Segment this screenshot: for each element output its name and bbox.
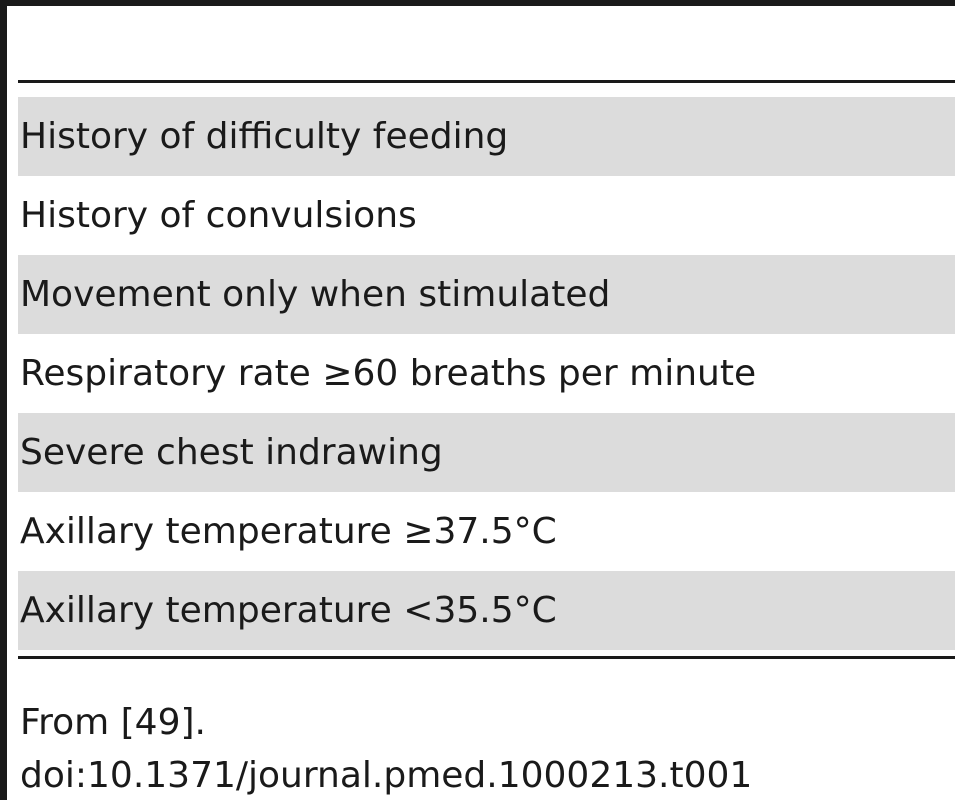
table-row: Movement only when stimulated [18, 255, 955, 334]
footnote-source: From [49]. [20, 702, 206, 743]
table-row: Severe chest indrawing [18, 413, 955, 492]
table-body: History of difficulty feeding History of… [18, 97, 955, 650]
table-row: Axillary temperature ≥37.5°C [18, 492, 955, 571]
table-row: History of difficulty feeding [18, 97, 955, 176]
table-row: History of convulsions [18, 176, 955, 255]
table-header-rule [18, 80, 955, 83]
footnote-doi: doi:10.1371/journal.pmed.1000213.t001 [20, 755, 753, 796]
table-row: Axillary temperature <35.5°C [18, 571, 955, 650]
table-row: Respiratory rate ≥60 breaths per minute [18, 334, 955, 413]
left-border [0, 0, 7, 800]
table-bottom-rule [18, 656, 955, 659]
table-top-rule [7, 0, 955, 6]
